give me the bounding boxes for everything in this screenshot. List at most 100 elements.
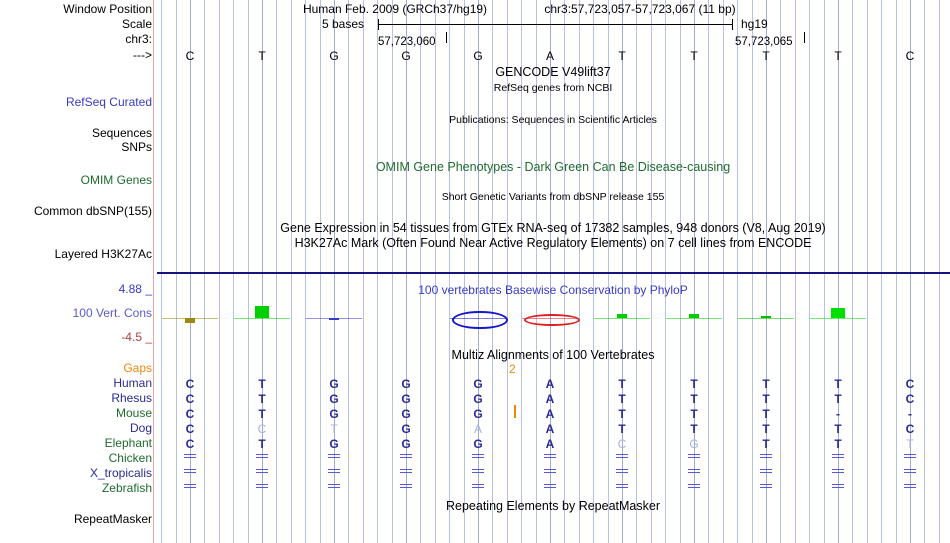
track-label-chr3[interactable]: chr3: <box>125 32 152 46</box>
track-label-4-88[interactable]: 4.88 _ <box>118 282 152 296</box>
alignment-base: G <box>473 377 483 391</box>
alignment-row[interactable] <box>157 452 950 467</box>
conservation-bar[interactable] <box>452 310 508 330</box>
ruler-base: A <box>545 49 554 63</box>
alignment-gap-mark <box>543 454 557 458</box>
gridline <box>896 0 897 543</box>
conservation-bar[interactable] <box>689 313 699 318</box>
gridline <box>478 0 479 543</box>
alignment-gap-mark <box>903 454 917 458</box>
gridline <box>377 0 378 543</box>
ruler-base: G <box>401 49 411 63</box>
conservation-bar[interactable] <box>617 313 627 318</box>
alignment-base: A <box>545 377 555 391</box>
gridline <box>867 0 868 543</box>
alignment-gap-mark <box>759 484 773 488</box>
alignment-row[interactable] <box>157 467 950 482</box>
alignment-base: T <box>762 407 770 421</box>
alignment-gap-mark <box>399 484 413 488</box>
track-label-common-dbsnp-155[interactable]: Common dbSNP(155) <box>33 204 152 218</box>
alignment-base: T <box>618 422 626 436</box>
alignment-gap-mark <box>399 469 413 473</box>
gridline <box>665 0 666 543</box>
gridline <box>564 0 565 543</box>
ruler-base: T <box>690 49 698 63</box>
conservation-baseline <box>594 318 650 319</box>
gridline <box>622 0 623 543</box>
gridline <box>680 0 681 543</box>
alignment-base: T <box>258 392 266 406</box>
track-center-text: Repeating Elements by RepeatMasker <box>445 499 661 513</box>
track-label-100-vert-cons[interactable]: 100 Vert. Cons <box>72 306 152 320</box>
alignment-base: T <box>258 407 266 421</box>
alignment-gap-mark <box>255 484 269 488</box>
conservation-bar[interactable] <box>761 316 771 318</box>
track-label-chicken[interactable]: Chicken <box>108 451 152 465</box>
gridline <box>521 0 522 543</box>
conservation-bar[interactable] <box>831 308 845 318</box>
conservation-bar[interactable] <box>185 318 195 323</box>
alignment-base: T <box>834 437 842 451</box>
track-center-text: Short Genetic Variants from dbSNP releas… <box>441 191 665 203</box>
track-label-mouse[interactable]: Mouse <box>115 406 152 420</box>
track-label-dog[interactable]: Dog <box>129 421 152 435</box>
gridline <box>305 0 306 543</box>
position-label[interactable]: chr3:57,723,057-57,723,067 (11 bp) <box>544 2 736 16</box>
conservation-bar[interactable] <box>255 305 269 318</box>
track-label-zebrafish[interactable]: Zebrafish <box>101 481 152 495</box>
gridline <box>348 0 349 543</box>
ruler-base: C <box>185 49 195 63</box>
conservation-baseline <box>234 318 290 319</box>
track-label-[interactable]: ---> <box>133 48 152 62</box>
gridline <box>824 0 825 543</box>
alignment-gap-mark <box>471 469 485 473</box>
track-label-x-tropicalis[interactable]: X_tropicalis <box>89 466 152 480</box>
track-label-4-5[interactable]: -4.5 _ <box>121 330 152 344</box>
alignment-gap-mark <box>327 454 341 458</box>
track-label-human[interactable]: Human <box>113 376 152 390</box>
alignment-gap-mark <box>471 454 485 458</box>
alignment-gap-mark <box>615 454 629 458</box>
track-label-snps[interactable]: SNPs <box>121 140 152 154</box>
gridline <box>363 0 364 543</box>
track-label-refseq-curated[interactable]: RefSeq Curated <box>65 95 152 109</box>
alignment-row[interactable] <box>157 482 950 497</box>
track-label-gaps[interactable]: Gaps <box>123 361 152 375</box>
alignment-gap-mark <box>255 454 269 458</box>
conservation-bar[interactable] <box>524 313 580 327</box>
alignment-gap-mark <box>183 469 197 473</box>
gridline <box>176 0 177 543</box>
alignment-base: T <box>618 377 626 391</box>
alignment-base: C <box>185 407 195 421</box>
ruler-base: C <box>905 49 915 63</box>
track-label-scale[interactable]: Scale <box>121 17 152 31</box>
ruler-base: G <box>329 49 339 63</box>
track-label-repeatmasker[interactable]: RepeatMasker <box>73 512 152 526</box>
track-center-text: GENCODE V49lift37 <box>495 65 611 79</box>
alignment-gap-mark <box>903 484 917 488</box>
track-data-panel[interactable]: Human Feb. 2009 (GRCh37/hg19) chr3:57,72… <box>157 0 950 543</box>
track-label-omim-genes[interactable]: OMIM Genes <box>80 173 152 187</box>
track-label-layered-h3k27ac[interactable]: Layered H3K27Ac <box>54 247 152 261</box>
alignment-base: A <box>473 422 482 436</box>
track-label-sequences[interactable]: Sequences <box>91 126 152 140</box>
alignment-base: G <box>329 392 339 406</box>
gridline <box>449 0 450 543</box>
alignment-base: A <box>545 437 555 451</box>
conservation-bar[interactable] <box>329 318 339 321</box>
alignment-base: T <box>834 377 842 391</box>
gridline <box>579 0 580 543</box>
track-label-rhesus[interactable]: Rhesus <box>111 391 152 405</box>
alignment-gap-mark <box>183 484 197 488</box>
gridline <box>248 0 249 543</box>
alignment-base: A <box>545 392 555 406</box>
track-label-window-position[interactable]: Window Position <box>63 2 152 16</box>
track-label-elephant[interactable]: Elephant <box>104 436 152 450</box>
track-center-text: Publications: Sequences in Scientific Ar… <box>449 114 657 126</box>
alignment-gap-mark <box>543 469 557 473</box>
